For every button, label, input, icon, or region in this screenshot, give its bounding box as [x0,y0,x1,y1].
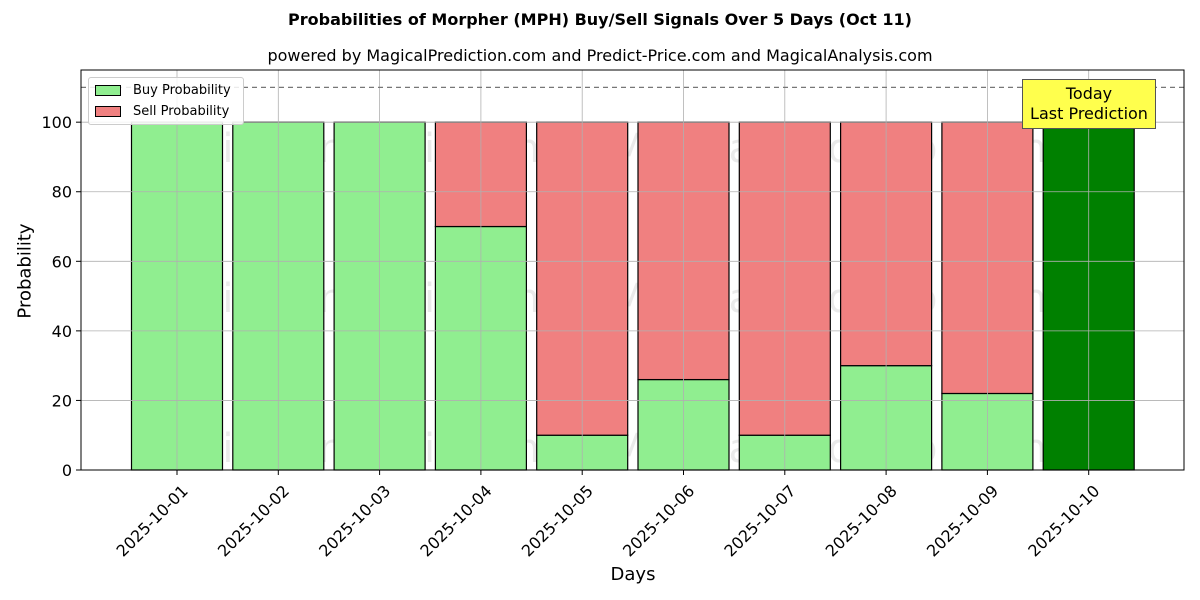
x-tick-label: 2025-10-09 [923,481,1002,560]
x-tick-label: 2025-10-07 [720,481,799,560]
legend-item-buy: Buy Probability [95,82,231,98]
x-tick-label: 2025-10-06 [619,481,698,560]
today-annotation: Today Last Prediction [1022,79,1156,129]
legend: Buy Probability Sell Probability [88,77,244,125]
today-annotation-line2: Last Prediction [1030,104,1148,123]
x-tick-label: 2025-10-03 [315,481,394,560]
legend-label-buy: Buy Probability [133,82,231,98]
y-tick-label: 20 [52,391,72,410]
y-tick-label: 80 [52,183,72,202]
chart-title: Probabilities of Morpher (MPH) Buy/Sell … [288,10,912,29]
x-tick-label: 2025-10-01 [113,481,192,560]
x-tick-label: 2025-10-02 [214,481,293,560]
x-axis-label: Days [610,564,656,585]
legend-swatch-sell [95,105,121,117]
legend-label-sell: Sell Probability [133,103,230,119]
y-tick-label: 100 [41,113,72,132]
x-tick-label: 2025-10-05 [518,481,597,560]
x-tick-label: 2025-10-04 [416,481,495,560]
y-tick-label: 60 [52,252,72,271]
legend-item-sell: Sell Probability [95,103,229,119]
x-tick-label: 2025-10-08 [822,481,901,560]
plot-frame [80,69,1185,471]
chart-subtitle: powered by MagicalPrediction.com and Pre… [267,46,933,65]
y-axis-label: Probability [14,223,36,319]
legend-swatch-buy [95,84,121,96]
y-tick-label: 0 [62,461,72,480]
today-annotation-line1: Today [1065,84,1113,103]
y-tick-label: 40 [52,322,72,341]
x-tick-label: 2025-10-10 [1024,481,1103,560]
